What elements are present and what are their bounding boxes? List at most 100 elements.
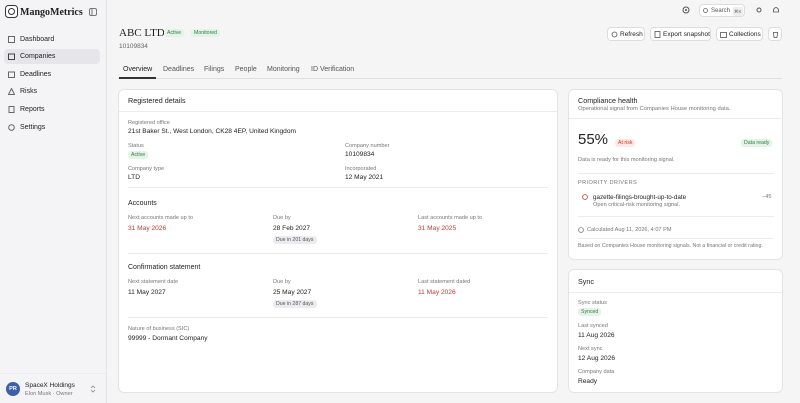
field-value: 31 May 2026 bbox=[128, 225, 167, 232]
divider bbox=[0, 373, 106, 374]
field-value: 12 Aug 2026 bbox=[578, 355, 616, 362]
search-label: Search bbox=[711, 8, 731, 14]
field-value: 31 May 2025 bbox=[418, 225, 457, 232]
field-label: Status bbox=[128, 143, 144, 149]
tab[interactable]: People bbox=[235, 66, 257, 73]
field-label: Nature of business (SIC) bbox=[128, 326, 190, 332]
search-shortcut: ⌘K bbox=[733, 7, 743, 16]
field-label: Last statement dated bbox=[418, 279, 471, 285]
badge: Monitored bbox=[191, 29, 221, 37]
field-label: Next accounts made up to bbox=[128, 215, 193, 221]
tab-active[interactable]: Overview bbox=[123, 66, 153, 73]
avatar[interactable]: PR bbox=[6, 382, 20, 396]
company-number: 10109834 bbox=[119, 43, 148, 50]
field-label: Last synced bbox=[578, 323, 608, 329]
field-label: Next sync bbox=[578, 346, 603, 352]
divider bbox=[569, 118, 782, 119]
due-pill: Due in 287 days bbox=[273, 300, 317, 308]
divider bbox=[578, 238, 774, 239]
field-value: Ready bbox=[578, 378, 598, 385]
nav-item[interactable]: Reports bbox=[4, 102, 100, 117]
tab[interactable]: Deadlines bbox=[163, 66, 195, 73]
nav-item[interactable]: Dashboard bbox=[4, 32, 100, 47]
field-value: 28 Feb 2027 bbox=[273, 225, 311, 232]
field-label: Registered office bbox=[128, 120, 170, 126]
company-title: ABC LTD bbox=[119, 27, 165, 39]
collections-button[interactable]: Collections bbox=[716, 27, 763, 41]
brand: MangoMetrics bbox=[20, 7, 83, 18]
nav-label: Dashboard bbox=[20, 36, 55, 43]
tab[interactable]: ID Verification bbox=[311, 66, 355, 73]
field-label: Company type bbox=[128, 166, 165, 172]
field-value: 25 May 2027 bbox=[273, 289, 312, 296]
field-label: Due by bbox=[273, 215, 291, 221]
driver-desc: Open critical-risk monitoring signal. bbox=[593, 202, 681, 208]
field-value: 12 May 2021 bbox=[345, 174, 384, 181]
footnote: Based on Companies House monitoring sign… bbox=[578, 243, 763, 249]
refresh-button[interactable]: Refresh bbox=[607, 27, 645, 41]
tab[interactable]: Monitoring bbox=[267, 66, 300, 73]
nav-item[interactable]: Risks bbox=[4, 84, 100, 99]
field-value: 99999 - Dormant Company bbox=[128, 335, 208, 342]
export-button[interactable]: Export snapshot bbox=[650, 27, 711, 41]
divider bbox=[128, 187, 548, 188]
card-subtitle: Operational signal from Companies House … bbox=[578, 106, 731, 112]
risk-badge: At risk bbox=[615, 139, 636, 147]
sync-card: Sync Sync status Synced Last synced 11 A… bbox=[568, 269, 783, 393]
status-badge: Data ready bbox=[741, 139, 773, 147]
button-label: Collections bbox=[729, 31, 761, 38]
score-note: Data is ready for this monitoring signal… bbox=[578, 157, 675, 163]
field-label: Company data bbox=[578, 369, 615, 375]
field-label: Next statement date bbox=[128, 279, 179, 285]
card-title: Sync bbox=[578, 277, 594, 286]
field-value: 11 May 2026 bbox=[418, 289, 456, 296]
field-value: 10109834 bbox=[345, 151, 375, 158]
theme-icon[interactable] bbox=[755, 6, 763, 14]
driver-name[interactable]: gazette-filings-brought-up-to-date bbox=[593, 194, 687, 201]
tab-underline bbox=[119, 77, 156, 79]
logo-icon bbox=[5, 5, 18, 18]
button-label: Refresh bbox=[620, 31, 643, 38]
divider bbox=[119, 111, 557, 112]
card-title: Registered details bbox=[128, 96, 186, 105]
driver-impact: −45 bbox=[762, 194, 772, 200]
collapse-icon[interactable] bbox=[89, 8, 97, 16]
section-title: Confirmation statement bbox=[128, 264, 201, 271]
nav-label: Settings bbox=[20, 124, 46, 131]
nav-label: Deadlines bbox=[20, 71, 52, 78]
divider bbox=[578, 216, 774, 217]
button-label: Export snapshot bbox=[663, 31, 710, 38]
sync-badge: Synced bbox=[578, 308, 602, 316]
delete-button[interactable] bbox=[768, 27, 782, 41]
due-pill: Due in 201 days bbox=[273, 236, 317, 244]
nav-label: Companies bbox=[20, 53, 56, 60]
field-label: Sync status bbox=[578, 300, 607, 306]
notifications-icon[interactable] bbox=[772, 6, 780, 14]
card-title: Compliance health bbox=[578, 96, 638, 105]
nav-item[interactable]: Settings bbox=[4, 120, 100, 135]
nav-item-active[interactable]: Companies bbox=[4, 49, 100, 64]
nav-label: Reports bbox=[20, 106, 45, 113]
nav-label: Risks bbox=[20, 88, 38, 95]
user-menu-icon[interactable] bbox=[90, 385, 96, 393]
field-value: 11 Aug 2026 bbox=[578, 332, 615, 339]
section-heading: PRIORITY DRIVERS bbox=[578, 180, 638, 186]
section-title: Accounts bbox=[128, 200, 157, 207]
nav-item[interactable]: Deadlines bbox=[4, 67, 100, 82]
calculated-at: Calculated Aug 11, 2026, 4:07 PM bbox=[587, 227, 672, 233]
field-label: Incorporated bbox=[345, 166, 377, 172]
sidebar: MangoMetrics Dashboard Companies Deadlin… bbox=[0, 0, 107, 403]
status-badge: Active bbox=[128, 151, 149, 159]
tab[interactable]: Filings bbox=[204, 66, 225, 73]
search-box[interactable]: Search ⌘K bbox=[699, 4, 745, 17]
field-value: 21st Baker St., West London, CK28 4EP, U… bbox=[128, 128, 296, 135]
settings-icon[interactable] bbox=[682, 6, 690, 14]
field-label: Company number bbox=[345, 143, 390, 149]
compliance-card: Compliance health Operational signal fro… bbox=[568, 89, 783, 260]
divider bbox=[128, 317, 548, 318]
field-value: 11 May 2027 bbox=[128, 289, 166, 296]
score: 55% bbox=[578, 131, 609, 148]
divider bbox=[128, 253, 548, 254]
badge: Active bbox=[164, 29, 185, 37]
